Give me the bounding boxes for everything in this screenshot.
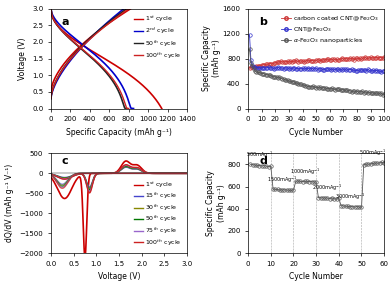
Text: b: b <box>259 17 267 27</box>
Text: 500mAg$^{-1}$: 500mAg$^{-1}$ <box>359 148 387 158</box>
X-axis label: Cycle Number: Cycle Number <box>289 272 343 281</box>
Text: a: a <box>62 17 69 27</box>
X-axis label: Voltage (V): Voltage (V) <box>98 272 140 281</box>
Text: c: c <box>62 156 69 166</box>
Text: 3000mAg$^{-1}$: 3000mAg$^{-1}$ <box>335 192 365 202</box>
Text: 500mAg$^{-1}$: 500mAg$^{-1}$ <box>246 150 273 160</box>
Text: 2000mAg$^{-1}$: 2000mAg$^{-1}$ <box>312 183 343 193</box>
Legend: 1$^{st}$ cycle, 2$^{nd}$ cycle, 50$^{th}$ cycle, 100$^{th}$ cycle: 1$^{st}$ cycle, 2$^{nd}$ cycle, 50$^{th}… <box>131 12 184 63</box>
Legend: carbon coated CNT@Fe$_2$O$_3$, CNT@Fe$_2$O$_3$, $\alpha$-Fe$_2$O$_3$ nanoparticl: carbon coated CNT@Fe$_2$O$_3$, CNT@Fe$_2… <box>279 12 381 47</box>
Y-axis label: Specific Capacity
(mAh g⁻¹): Specific Capacity (mAh g⁻¹) <box>206 171 226 236</box>
Text: 1000mAg$^{-1}$: 1000mAg$^{-1}$ <box>290 166 320 177</box>
Y-axis label: Voltage (V): Voltage (V) <box>18 37 27 80</box>
Text: 1500mAg$^{-1}$: 1500mAg$^{-1}$ <box>267 175 298 185</box>
X-axis label: Specific Capacity (mAh g⁻¹): Specific Capacity (mAh g⁻¹) <box>66 128 172 137</box>
Y-axis label: Specific Capacity
(mAh g⁻¹): Specific Capacity (mAh g⁻¹) <box>202 26 221 91</box>
Legend: 1$^{st}$ cycle, 15$^{th}$ cycle, 30$^{th}$ cycle, 50$^{th}$ cycle, 75$^{th}$ cyc: 1$^{st}$ cycle, 15$^{th}$ cycle, 30$^{th… <box>131 178 184 250</box>
X-axis label: Cycle Number: Cycle Number <box>289 128 343 137</box>
Y-axis label: dQ/dV (mAh g⁻¹ V⁻¹): dQ/dV (mAh g⁻¹ V⁻¹) <box>5 164 14 242</box>
Text: d: d <box>259 156 267 166</box>
